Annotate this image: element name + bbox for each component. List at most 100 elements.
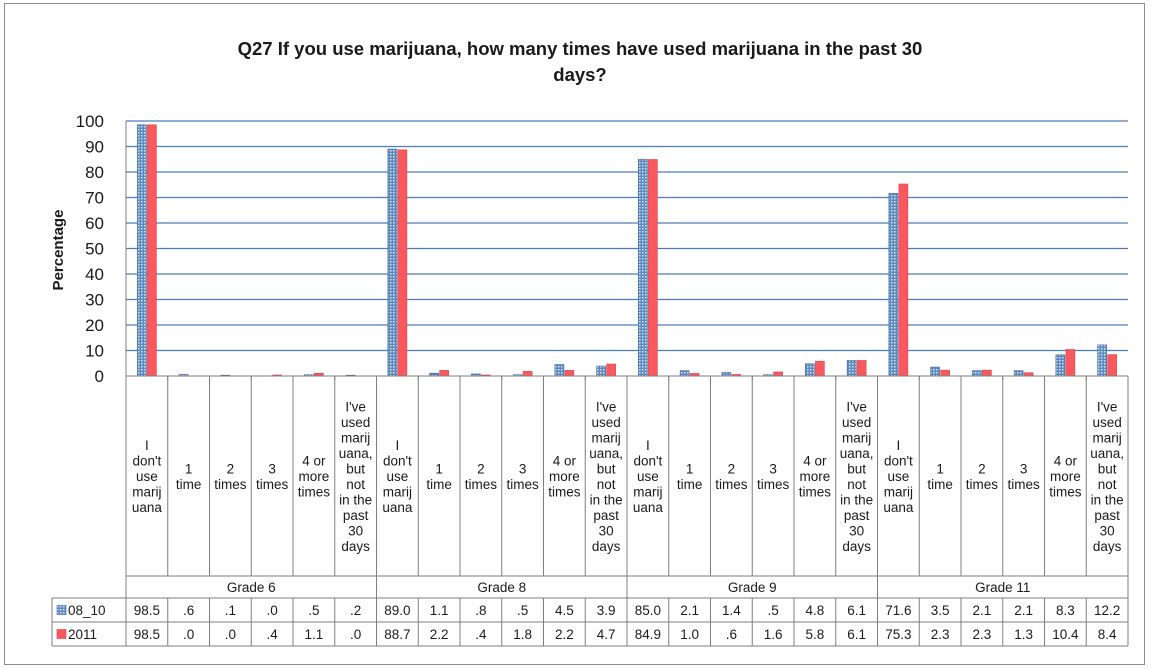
category-label-line: 3 — [1020, 461, 1028, 476]
category-label-line: time — [677, 477, 703, 492]
table-value: 2.1 — [1014, 603, 1033, 618]
bar-2011-15 — [773, 371, 783, 377]
table-value: .5 — [308, 603, 319, 618]
category-label-line: in the — [1091, 492, 1124, 507]
category-label-line: 1 — [686, 461, 694, 476]
category-label-line: time — [426, 477, 452, 492]
table-value: 1.8 — [513, 627, 532, 642]
legend-label-0810: 08_10 — [68, 603, 106, 618]
category-label-line: used — [842, 415, 871, 430]
y-tick-label: 30 — [85, 291, 104, 310]
category-label: I've used marij uana, but not in the past 30 days — [589, 399, 623, 554]
category-label: 4 or more times — [298, 454, 331, 500]
category-label-line: not — [597, 477, 616, 492]
table-value: 5.8 — [805, 627, 824, 642]
y-tick-label: 10 — [85, 342, 104, 361]
category-label-line: uana — [382, 500, 413, 515]
category-label-line: times — [966, 477, 999, 492]
table-value: .0 — [183, 627, 194, 642]
category-label-line: past — [1094, 508, 1120, 523]
category-label-line: more — [1050, 469, 1081, 484]
category-label-line: 30 — [1100, 523, 1115, 538]
bar-2011-16 — [815, 360, 825, 377]
table-value: .5 — [517, 603, 528, 618]
table-value: 8.3 — [1056, 603, 1075, 618]
category-label-line: times — [715, 477, 748, 492]
category-label-line: past — [593, 508, 619, 523]
group-label: Grade 6 — [227, 580, 276, 595]
category-label-line: times — [548, 485, 581, 500]
category-label-line: marij — [341, 430, 370, 445]
bar-2011-17 — [856, 360, 867, 377]
category-label-line: 4 or — [302, 454, 326, 469]
bar-0810-12 — [638, 158, 648, 377]
bar-0810-16 — [805, 363, 815, 377]
table-value: 8.4 — [1098, 627, 1117, 642]
category-label-line: times — [757, 477, 790, 492]
legend-swatch-2011 — [56, 629, 67, 639]
category-label-line: 1 — [936, 461, 944, 476]
bar-2011-20 — [982, 369, 992, 377]
category-label-line: uana — [883, 500, 914, 515]
category-label-line: days — [1093, 539, 1122, 554]
category-label-line: days — [592, 539, 621, 554]
bar-2011-7 — [439, 370, 449, 377]
table-value: 2.3 — [972, 627, 991, 642]
category-label: I've used marij uana, but not in the past 30 days — [339, 399, 373, 554]
category-label-line: 30 — [348, 523, 363, 538]
category-label-line: used — [341, 415, 370, 430]
y-tick-label: 0 — [95, 367, 104, 386]
category-label-line: time — [927, 477, 953, 492]
category-label-line: 1 — [185, 461, 193, 476]
bar-0810-13 — [679, 370, 690, 377]
category-label-line: 4 or — [803, 454, 827, 469]
category-label-line: 2 — [728, 461, 736, 476]
category-label-line: not — [847, 477, 866, 492]
bar-2011-23 — [1107, 354, 1117, 377]
category-label-line: I — [646, 438, 650, 453]
category-label: I've used marij uana, but not in the past 30 days — [840, 399, 874, 554]
category-label-line: I've — [1097, 399, 1118, 414]
table-value: 4.5 — [555, 603, 574, 618]
table-value: 1.1 — [430, 603, 449, 618]
category-label-line: 1 — [435, 461, 443, 476]
table-value: .6 — [183, 603, 194, 618]
category-label-line: 3 — [268, 461, 276, 476]
category-label-line: times — [799, 485, 832, 500]
y-tick-label: 60 — [85, 214, 104, 233]
table-value: 4.8 — [805, 603, 824, 618]
table-value: 1.0 — [680, 627, 699, 642]
table-value: 88.7 — [384, 627, 410, 642]
table-value: 1.6 — [764, 627, 783, 642]
category-label-line: marij — [633, 485, 662, 500]
category-label-line: times — [465, 477, 498, 492]
category-label-line: past — [343, 508, 369, 523]
category-label: 3 times — [1007, 461, 1040, 492]
category-label-line: 2 — [978, 461, 986, 476]
y-tick-label: 80 — [85, 163, 104, 182]
category-label-line: times — [298, 485, 331, 500]
chart-title: Q27 If you use marijuana, how many times… — [135, 36, 1025, 88]
category-label-line: marij — [383, 485, 412, 500]
bar-2011-12 — [648, 159, 658, 377]
category-label-line: marij — [132, 485, 161, 500]
y-tick-label: 40 — [85, 265, 104, 284]
table-value: .0 — [266, 603, 277, 618]
y-tick-label: 70 — [85, 189, 104, 208]
category-label-line: in the — [840, 492, 873, 507]
table-value: .2 — [350, 603, 361, 618]
category-label: 2 times — [465, 461, 498, 492]
category-label-line: 30 — [849, 523, 864, 538]
category-label-line: more — [298, 469, 329, 484]
category-label-line: 2 — [477, 461, 485, 476]
chart-title-line-2: days? — [553, 64, 607, 85]
category-label-line: time — [176, 477, 202, 492]
category-label-line: uana — [633, 500, 664, 515]
category-label-line: used — [1092, 415, 1121, 430]
category-label-line: marij — [592, 430, 621, 445]
bar-2011-11 — [606, 363, 616, 377]
category-label-line: days — [341, 539, 370, 554]
category-label-line: times — [1007, 477, 1040, 492]
table-value: 2.2 — [430, 627, 449, 642]
